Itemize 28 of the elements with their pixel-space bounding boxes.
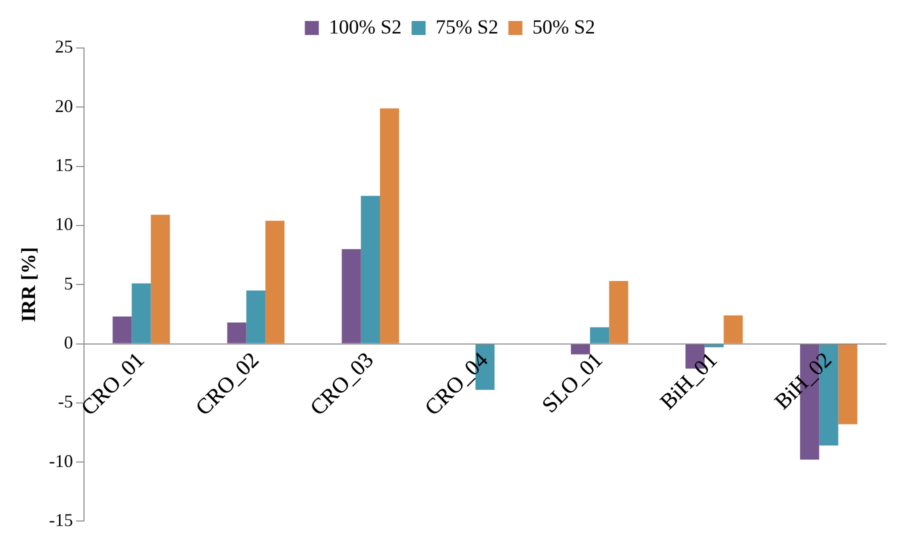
bar [570, 344, 590, 354]
bar [132, 283, 151, 344]
bar [590, 327, 610, 344]
bar [246, 290, 266, 344]
legend-label: 50% S2 [532, 16, 596, 38]
bar [112, 316, 132, 344]
y-tick-label: -5 [58, 392, 73, 412]
bar [360, 196, 380, 344]
bar [265, 220, 284, 344]
y-tick-label: -15 [48, 510, 73, 530]
y-tick-label: -10 [48, 450, 73, 471]
bar [380, 108, 400, 344]
y-tick-label: 5 [64, 273, 73, 294]
bar [342, 249, 361, 344]
y-tick-label: 0 [64, 332, 73, 352]
y-axis-title: IRR [%] [18, 247, 40, 322]
bar [609, 281, 628, 344]
y-tick-label: 10 [54, 214, 73, 234]
bar [227, 322, 246, 344]
bar [724, 315, 743, 344]
bar [704, 344, 724, 348]
legend-label: 75% S2 [436, 16, 498, 38]
y-tick-label: 20 [54, 96, 73, 116]
bar [838, 344, 858, 424]
y-tick-label: 15 [54, 155, 73, 176]
bar [150, 214, 170, 344]
y-tick-label: 25 [54, 36, 73, 57]
legend-label: 100% S2 [328, 16, 402, 38]
